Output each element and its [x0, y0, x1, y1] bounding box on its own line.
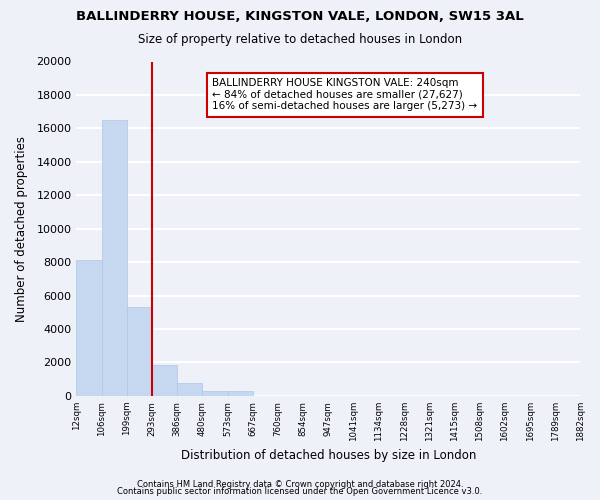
Text: Size of property relative to detached houses in London: Size of property relative to detached ho…: [138, 32, 462, 46]
Bar: [152, 365, 177, 396]
Bar: [202, 391, 227, 396]
Bar: [127, 308, 152, 396]
Text: BALLINDERRY HOUSE KINGSTON VALE: 240sqm
← 84% of detached houses are smaller (27: BALLINDERRY HOUSE KINGSTON VALE: 240sqm …: [212, 78, 478, 112]
Text: BALLINDERRY HOUSE, KINGSTON VALE, LONDON, SW15 3AL: BALLINDERRY HOUSE, KINGSTON VALE, LONDON…: [76, 10, 524, 23]
Text: Contains HM Land Registry data © Crown copyright and database right 2024.: Contains HM Land Registry data © Crown c…: [137, 480, 463, 489]
Text: Contains public sector information licensed under the Open Government Licence v3: Contains public sector information licen…: [118, 487, 482, 496]
Bar: [177, 382, 202, 396]
X-axis label: Distribution of detached houses by size in London: Distribution of detached houses by size …: [181, 450, 476, 462]
Bar: [101, 120, 127, 396]
Bar: [76, 260, 101, 396]
Bar: [227, 391, 253, 396]
Y-axis label: Number of detached properties: Number of detached properties: [15, 136, 28, 322]
